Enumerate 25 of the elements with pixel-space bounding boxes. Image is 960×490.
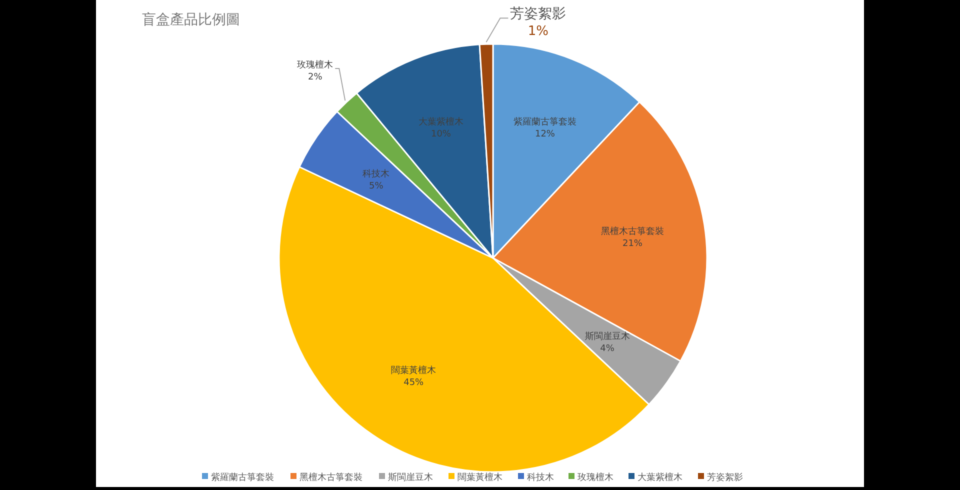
data-label: 12% (534, 130, 556, 140)
data-label: 10% (431, 130, 452, 140)
legend-label: 黑檀木古箏套裝 (300, 472, 362, 483)
data-label: 5% (369, 182, 384, 192)
slice-label: 闊葉黃檀木 (391, 364, 436, 376)
chart-title: 盲盒產品比例圖 (142, 11, 240, 28)
slice-label: 黑檀木古箏套裝 (601, 226, 664, 237)
legend-label: 紫羅蘭古箏套裝 (211, 472, 274, 483)
data-label: 4% (600, 344, 615, 354)
legend-label: 科技木 (527, 472, 554, 483)
data-label: 1% (528, 24, 549, 40)
data-label: 2% (308, 72, 323, 83)
legend-label: 大葉紫檀木 (638, 472, 682, 483)
data-label: 45% (404, 378, 424, 388)
legend-label: 斯閩崖豆木 (388, 472, 433, 483)
legend-label: 玫瑰檀木 (578, 472, 614, 483)
slice-label: 大葉紫檀木 (418, 116, 464, 128)
legend-label: 闊葉黃檀木 (458, 472, 502, 483)
legend-label: 芳姿絮影 (707, 472, 743, 483)
slice-label: 玫瑰檀木 (297, 60, 334, 71)
slice-label: 科技木 (362, 168, 390, 180)
data-label: 21% (622, 238, 643, 249)
slice-label: 芳姿絮影 (510, 6, 566, 22)
slice-label: 斯閩崖豆木 (584, 331, 630, 342)
slice-label: 紫羅蘭古箏套裝 (513, 116, 576, 128)
